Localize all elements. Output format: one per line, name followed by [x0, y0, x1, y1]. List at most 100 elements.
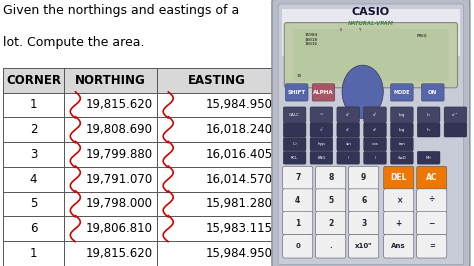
Text: hyp: hyp	[318, 142, 325, 146]
FancyBboxPatch shape	[391, 151, 413, 164]
FancyBboxPatch shape	[283, 166, 313, 190]
FancyBboxPatch shape	[417, 166, 447, 190]
FancyBboxPatch shape	[283, 189, 313, 212]
Text: 16,014.570: 16,014.570	[206, 173, 273, 186]
Text: FREQ: FREQ	[416, 33, 427, 37]
FancyBboxPatch shape	[391, 138, 413, 151]
Text: 19,799.880: 19,799.880	[86, 148, 153, 161]
Text: EASTING: EASTING	[188, 74, 246, 87]
Text: 7: 7	[295, 173, 301, 182]
FancyBboxPatch shape	[310, 151, 333, 164]
Text: cos: cos	[372, 142, 378, 146]
FancyBboxPatch shape	[316, 166, 346, 190]
Text: 19,798.000: 19,798.000	[86, 197, 153, 210]
Text: 4: 4	[30, 173, 37, 186]
Text: 19,815.620: 19,815.620	[86, 247, 153, 260]
Text: 19: 19	[297, 74, 301, 78]
Text: 15,983.115: 15,983.115	[206, 222, 273, 235]
Text: lot. Compute the area.: lot. Compute the area.	[3, 36, 144, 49]
Text: 5: 5	[328, 196, 333, 205]
FancyBboxPatch shape	[383, 166, 414, 190]
Text: NATURAL-VPAM: NATURAL-VPAM	[348, 21, 394, 26]
Text: ENG: ENG	[317, 156, 326, 160]
FancyBboxPatch shape	[283, 235, 313, 258]
Text: sin: sin	[345, 142, 351, 146]
FancyBboxPatch shape	[316, 189, 346, 212]
Text: 4: 4	[295, 196, 301, 205]
Text: 19,808.690: 19,808.690	[86, 123, 153, 136]
FancyBboxPatch shape	[316, 211, 346, 235]
Bar	[3, 68, 276, 93]
Text: 6: 6	[361, 196, 366, 205]
Text: 15,984.950: 15,984.950	[206, 98, 273, 111]
Text: x10ⁿ: x10ⁿ	[355, 243, 373, 249]
Text: log: log	[399, 113, 405, 117]
Text: =: =	[429, 243, 435, 249]
Text: ): )	[374, 156, 376, 160]
FancyBboxPatch shape	[391, 84, 413, 101]
Text: (: (	[347, 156, 349, 160]
Text: ln: ln	[427, 128, 430, 132]
Text: 3: 3	[361, 219, 366, 228]
Text: x³: x³	[373, 113, 377, 117]
FancyBboxPatch shape	[284, 23, 457, 88]
Text: xʸ: xʸ	[373, 128, 377, 132]
Text: 6: 6	[30, 222, 37, 235]
FancyBboxPatch shape	[310, 123, 333, 137]
Text: 2: 2	[30, 123, 37, 136]
FancyBboxPatch shape	[283, 123, 306, 137]
Text: 0: 0	[295, 243, 300, 249]
Text: Given the northings and eastings of a: Given the northings and eastings of a	[3, 4, 239, 17]
Text: 8: 8	[328, 173, 333, 182]
Text: x⁻¹: x⁻¹	[452, 113, 458, 117]
Text: ALPHA: ALPHA	[313, 90, 334, 95]
Text: −: −	[428, 219, 435, 228]
Bar	[292, 29, 449, 81]
Text: Ans: Ans	[392, 243, 406, 249]
Text: 19,815.620: 19,815.620	[86, 98, 153, 111]
FancyBboxPatch shape	[444, 107, 467, 122]
Text: x²: x²	[346, 113, 350, 117]
FancyBboxPatch shape	[444, 123, 467, 137]
FancyBboxPatch shape	[337, 123, 360, 137]
Text: ÷: ÷	[428, 196, 435, 205]
Text: CORNER: CORNER	[6, 74, 61, 87]
FancyBboxPatch shape	[349, 211, 379, 235]
Text: √: √	[320, 128, 323, 132]
FancyBboxPatch shape	[337, 138, 360, 151]
Text: +: +	[396, 219, 402, 228]
FancyBboxPatch shape	[285, 84, 308, 101]
Text: RCL: RCL	[291, 156, 298, 160]
FancyBboxPatch shape	[364, 151, 386, 164]
FancyBboxPatch shape	[283, 151, 306, 164]
Text: 19,806.810: 19,806.810	[86, 222, 153, 235]
FancyBboxPatch shape	[283, 107, 306, 122]
FancyBboxPatch shape	[310, 138, 333, 151]
FancyBboxPatch shape	[364, 138, 386, 151]
FancyBboxPatch shape	[337, 107, 360, 122]
FancyBboxPatch shape	[417, 235, 447, 258]
FancyBboxPatch shape	[278, 4, 464, 265]
FancyBboxPatch shape	[417, 107, 440, 122]
FancyBboxPatch shape	[391, 107, 413, 122]
Text: tan: tan	[399, 142, 405, 146]
FancyBboxPatch shape	[417, 189, 447, 212]
Text: 19,791.070: 19,791.070	[86, 173, 153, 186]
Text: 16,018.240: 16,018.240	[206, 123, 273, 136]
Text: .: .	[329, 243, 332, 249]
FancyBboxPatch shape	[312, 84, 335, 101]
FancyBboxPatch shape	[310, 107, 333, 122]
FancyBboxPatch shape	[364, 107, 386, 122]
Text: S⇔D: S⇔D	[398, 156, 406, 160]
Text: ×: ×	[396, 196, 402, 205]
Text: xⁿ: xⁿ	[346, 128, 350, 132]
Text: AC: AC	[426, 173, 438, 182]
FancyBboxPatch shape	[349, 166, 379, 190]
FancyBboxPatch shape	[391, 123, 413, 137]
Bar	[282, 9, 460, 56]
Text: MODE: MODE	[393, 90, 410, 95]
Text: NORTHING: NORTHING	[75, 74, 146, 87]
Text: ln: ln	[427, 113, 430, 117]
FancyBboxPatch shape	[349, 189, 379, 212]
Text: 2: 2	[328, 219, 333, 228]
